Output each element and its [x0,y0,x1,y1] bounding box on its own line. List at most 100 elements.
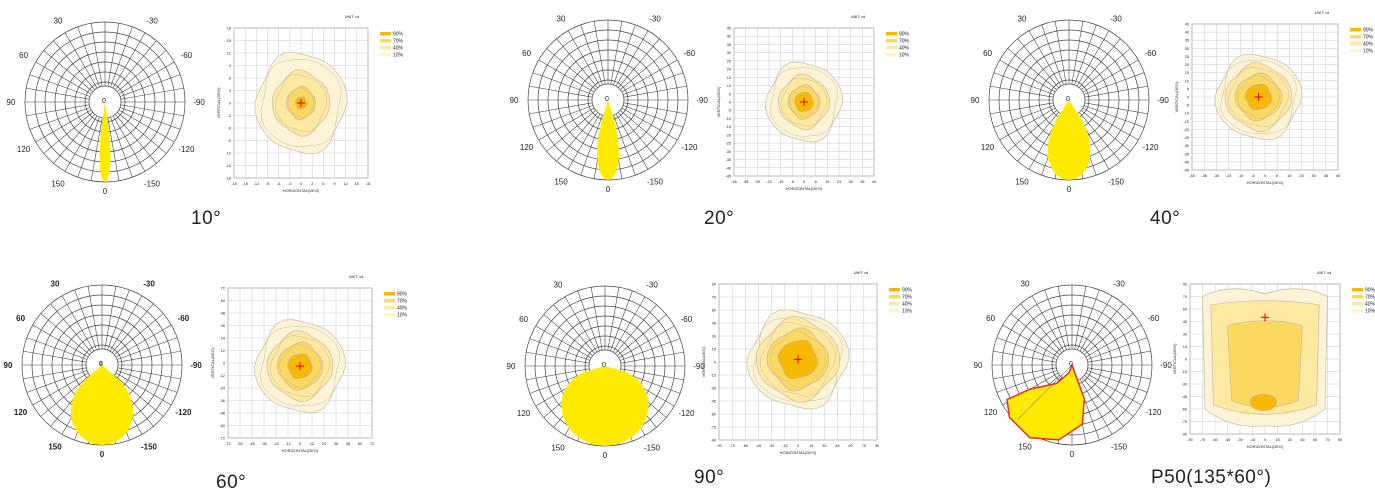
x-tick-label: 45 [1300,438,1304,442]
polar-angle-label: -150 [141,442,158,451]
x-tick-label: 15 [1275,438,1279,442]
y-tick-label: -75 [711,426,717,430]
polar-spoke [618,38,660,88]
y-tick-label: 15 [727,76,731,80]
legend-swatch [889,302,900,306]
isolux-chart: -45 -38 -30 -23 -15 -8 0 8 15 23 30 38 45 45 40 35 30 25 2… [1174,11,1374,185]
y-tick-label: 25 [727,59,731,63]
x-axis-label: HORIZONTAL(DEG) [786,186,823,191]
polar-spoke [116,337,178,360]
y-tick-label: 10 [727,84,731,88]
y-axis-label: VERTICAL(DEG) [701,346,706,377]
polar-angle-label: -150 [644,443,661,452]
polar-spoke [623,102,687,115]
polar-spoke [112,303,154,353]
polar-spoke [622,105,684,128]
polar-spoke [1041,24,1064,86]
polar-spoke [613,114,636,176]
x-tick-label: 0 [299,442,301,446]
polar-angle-label: 120 [17,145,31,154]
legend-label: 70% [397,299,408,305]
polar-spoke [1007,110,1057,152]
y-tick-label: -45 [1182,395,1188,399]
y-tick-label: 45 [712,322,716,326]
polar-angle-label: -60 [178,314,190,323]
y-tick-label: 75 [712,296,716,300]
y-tick-label: 35 [1185,39,1189,43]
polar-spoke [996,370,1058,393]
y-tick-label: 9 [229,64,231,68]
y-tick-label: -45 [1184,169,1190,173]
y-tick-label: 72 [221,287,225,291]
polar-angle-label: -60 [181,51,193,60]
isolux-contour-line [1237,75,1280,119]
polar-angle-label: 30 [557,15,566,24]
y-tick-label: -10 [726,117,732,121]
x-tick-label: 30 [849,180,853,184]
polar-spoke [1085,324,1142,358]
polar-spoke [1085,372,1142,406]
isolux-contour-line [287,87,315,119]
unit-label: UNIT: cd [851,15,866,19]
legend-swatch [384,292,395,296]
x-tick-label: -38 [1201,174,1207,178]
x-tick-label: -75 [729,444,735,448]
x-tick-label: -15 [1250,438,1256,442]
polar-spoke [116,370,178,393]
y-tick-label: 45 [727,27,731,31]
polar-spoke [43,50,93,92]
y-tick-label: 10 [1185,79,1189,83]
polar-angle-label: -150 [1108,177,1125,186]
polar-angle-label: -90 [193,98,205,107]
isolux-contour-line [760,322,836,397]
x-axis-label: HORIZONTAL(DEG) [283,188,320,193]
polar-spoke [64,115,98,172]
polar-spoke [618,112,660,162]
y-tick-label: 3 [229,89,231,93]
y-tick-label: -72 [220,437,226,441]
polar-spoke [990,102,1054,115]
x-tick-label: -45 [1189,174,1195,178]
polar-angle-label: 150 [48,442,62,451]
chart-caption: P50(135*60°) [1151,467,1272,488]
y-tick-label: 30 [1185,47,1189,51]
polar-spoke [999,107,1056,141]
x-tick-label: -9 [266,182,269,186]
polar-angle-label: -90 [693,362,705,371]
polar-spoke [1017,112,1059,162]
y-tick-label: -15 [226,164,232,168]
polar-spoke [623,85,687,98]
polar-spoke [120,104,184,117]
legend-label: 70% [902,295,913,301]
polar-angle-label: 90 [4,361,13,370]
isolux-contour-line [780,77,828,127]
legend-label: 40% [902,302,913,308]
polar-spoke [993,367,1057,380]
y-tick-label: -30 [1184,144,1190,148]
x-tick-label: 0 [300,182,302,186]
polar-angle-label: 0 [103,187,108,196]
x-tick-label: 38 [1324,174,1328,178]
x-tick-label: 12 [344,182,348,186]
polar-spoke [532,105,594,128]
legend-swatch [380,53,391,57]
beam-shape [597,100,619,180]
y-tick-label: -30 [711,387,717,391]
x-tick-label: -6 [277,182,280,186]
polar-diagram: -150 150 -120 120 -90 90 -60 60 -30 30 0 0 [971,15,1170,194]
x-tick-label: 9 [333,182,335,186]
legend-label: 90% [899,32,910,38]
isolux-contour-line [279,343,321,389]
y-tick-label: 0 [729,101,731,105]
legend-swatch [886,46,897,50]
polar-spoke [590,287,603,351]
x-tick-label: 45 [872,180,876,184]
polar-spoke [543,314,593,356]
polar-diagram: -150 150 -120 120 -90 90 -60 60 -30 30 0 0 [507,281,706,460]
polar-diagram: -150 150 -120 120 -90 90 -60 60 -30 30 0 0 [7,17,206,196]
polar-spoke [90,23,103,87]
polar-spoke [1071,21,1084,85]
polar-spoke [26,87,90,100]
polar-spoke [996,337,1058,360]
polar-spoke [1020,303,1062,353]
